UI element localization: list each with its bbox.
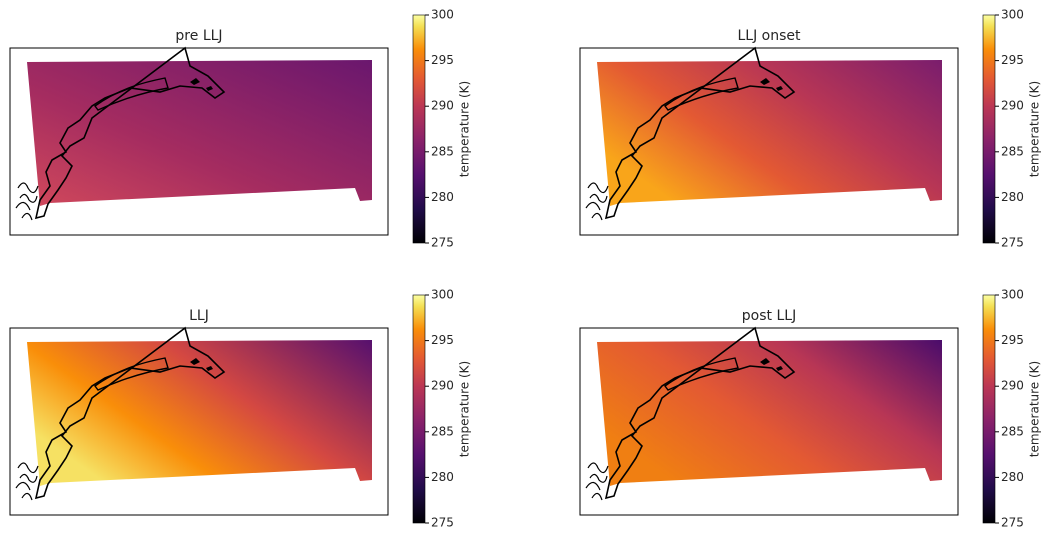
coastline	[585, 182, 609, 221]
panel-title: post LLJ	[742, 308, 796, 324]
colorbar-tick-label: 275	[1001, 516, 1024, 530]
colorbar-tick-label: 300	[431, 288, 454, 302]
panel: LLJ onset 275 280 285 290 295 300 temperature (…	[579, 8, 1042, 250]
temperature-field	[27, 60, 372, 206]
colorbar-tick-label: 275	[1001, 236, 1024, 250]
colorbar-tick-label: 300	[1001, 288, 1024, 302]
panel-title: LLJ	[189, 308, 209, 324]
colorbar-tick-label: 285	[431, 424, 454, 438]
islands	[760, 358, 783, 371]
colorbar-tick-label: 295	[1001, 333, 1024, 347]
colorbar-tick-label: 280	[1001, 470, 1024, 484]
colorbar-tick-label: 285	[1001, 144, 1024, 158]
colorbar-tick-label: 300	[431, 8, 454, 22]
coastline	[664, 77, 739, 111]
colorbar-label: temperature (K)	[458, 361, 472, 457]
colorbar-tick-label: 285	[1001, 424, 1024, 438]
islands	[760, 78, 783, 91]
coastline	[585, 462, 609, 501]
colorbar-tick-label: 290	[1001, 379, 1024, 393]
coastline	[34, 326, 226, 500]
coastline	[604, 46, 796, 220]
colorbar-tick-label: 280	[431, 470, 454, 484]
temperature-field	[27, 340, 372, 486]
islands	[190, 358, 213, 371]
colorbar-tick-label: 290	[1001, 99, 1024, 113]
colorbar-tick-label: 285	[431, 144, 454, 158]
colorbar-tick-label: 280	[431, 190, 454, 204]
colorbar	[412, 294, 426, 524]
colorbar-label: temperature (K)	[1028, 361, 1042, 457]
coastline	[15, 462, 39, 501]
colorbar-tick-label: 295	[431, 53, 454, 67]
colorbar	[982, 294, 996, 524]
temperature-field	[597, 60, 942, 206]
coastline	[94, 357, 169, 391]
colorbar	[412, 14, 426, 244]
temperature-field	[597, 340, 942, 486]
panel-title: LLJ onset	[737, 28, 801, 44]
coastline	[664, 357, 739, 391]
coastline	[604, 326, 796, 500]
colorbar-label: temperature (K)	[458, 81, 472, 177]
colorbar-label: temperature (K)	[1028, 81, 1042, 177]
colorbar-tick-label: 295	[1001, 53, 1024, 67]
panel-title: pre LLJ	[175, 28, 222, 44]
map-frame	[579, 47, 959, 236]
panel: post LLJ 275 280 285 290 295 300 temperature (K…	[579, 288, 1042, 530]
colorbar-tick-label: 300	[1001, 8, 1024, 22]
islands	[190, 78, 213, 91]
panel: pre LLJ 275 280 285 290 295 300 temperature (K)	[9, 8, 472, 250]
colorbar-tick-label: 275	[431, 236, 454, 250]
map-frame	[9, 327, 389, 516]
map-frame	[9, 47, 389, 236]
colorbar	[982, 14, 996, 244]
coastline	[94, 77, 169, 111]
coastline	[34, 46, 226, 220]
colorbar-tick-label: 290	[431, 99, 454, 113]
colorbar-tick-label: 280	[1001, 190, 1024, 204]
colorbar-tick-label: 290	[431, 379, 454, 393]
panel: LLJ 275 280 285 290 295 300 temperature (K)	[9, 288, 472, 530]
coastline	[15, 182, 39, 221]
map-frame	[579, 327, 959, 516]
colorbar-tick-label: 295	[431, 333, 454, 347]
colorbar-tick-label: 275	[431, 516, 454, 530]
